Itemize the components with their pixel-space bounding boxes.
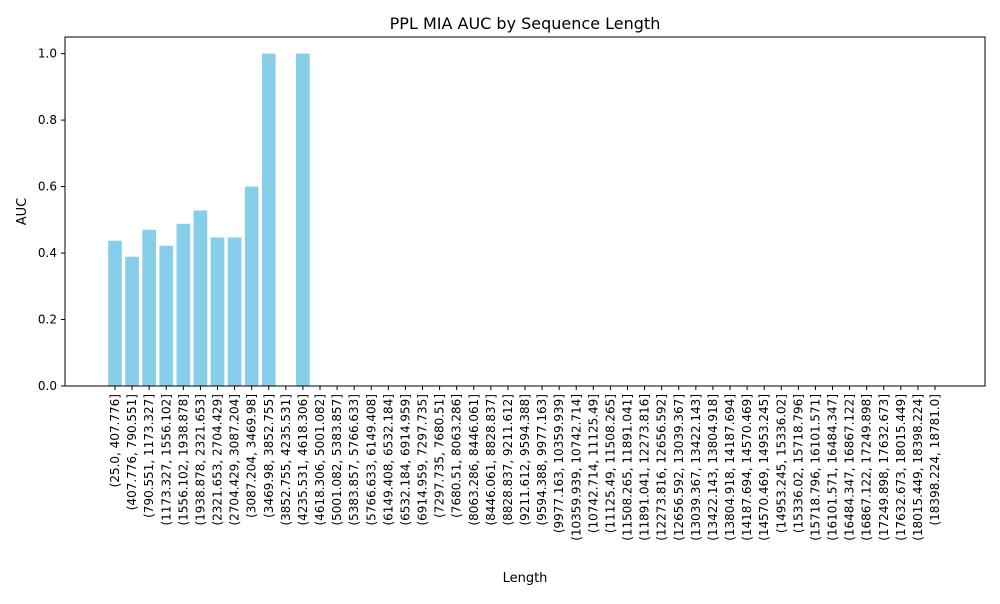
x-tick-label: (15336.02, 15718.796] — [791, 394, 805, 533]
x-tick-label: (1938.878, 2321.653] — [193, 394, 207, 526]
x-tick-label: (18015.449, 18398.224] — [911, 394, 925, 541]
x-tick-label: (16101.571, 16484.347] — [826, 394, 840, 541]
y-tick-label: 0.2 — [38, 313, 57, 327]
x-tick-label: (10359.939, 10742.714] — [569, 394, 583, 541]
x-tick-label: (5001.082, 5383.857] — [330, 394, 344, 526]
x-tick-label: (8446.061, 8828.837] — [484, 394, 498, 526]
x-tick-label: (4235.531, 4618.306] — [296, 394, 310, 526]
x-tick-label: (13804.918, 14187.694] — [723, 394, 737, 541]
x-tick-label: (3469.98, 3852.755] — [262, 394, 276, 518]
y-tick-label: 0.8 — [38, 113, 57, 127]
y-tick-label: 0.4 — [38, 246, 57, 260]
x-tick-label: (11508.265, 11891.041] — [621, 394, 635, 541]
x-tick-label: (1173.327, 1556.102] — [159, 394, 173, 526]
x-tick-label: (11125.49, 11508.265] — [603, 394, 617, 533]
x-tick-label: (17632.673, 18015.449] — [894, 394, 908, 541]
x-tick-label: (11891.041, 12273.816] — [638, 394, 652, 541]
x-tick-label: (1556.102, 1938.878] — [176, 394, 190, 526]
bar-4 — [176, 223, 191, 386]
bar-1 — [125, 256, 139, 386]
x-tick-label: (8063.286, 8446.061] — [467, 394, 481, 526]
x-tick-label: (3087.204, 3469.98] — [245, 394, 259, 518]
x-tick-label: (10742.714, 11125.49] — [586, 394, 600, 533]
bar-5 — [193, 210, 208, 386]
x-tick-label: (8828.837, 9211.612] — [501, 394, 515, 526]
bar-7 — [227, 237, 242, 386]
x-tick-label: (7680.51, 8063.286] — [450, 394, 464, 518]
x-tick-label: (6149.408, 6532.184] — [381, 394, 395, 526]
x-tick-label: (18398.224, 18781.0] — [928, 394, 942, 526]
x-tick-label: (15718.796, 16101.571] — [808, 394, 822, 541]
x-tick-label: (6914.959, 7297.735] — [416, 394, 430, 526]
x-tick-label: (2321.653, 2704.429] — [211, 394, 225, 526]
x-axis-label: Length — [503, 571, 548, 586]
bar-2 — [142, 229, 156, 386]
x-tick-label: (9211.612, 9594.388] — [518, 394, 532, 526]
bar-9 — [261, 53, 276, 386]
x-axis-ticks: (25.0, 407.776] (407.776, 790.551] (790.55… — [108, 386, 942, 541]
x-tick-label: (14187.694, 14570.469] — [740, 394, 754, 541]
x-tick-label: (16867.122, 17249.898] — [860, 394, 874, 541]
x-tick-label: (12273.816, 12656.592] — [655, 394, 669, 541]
bar-3 — [159, 245, 174, 386]
x-tick-label: (9594.388, 9977.163] — [535, 394, 549, 526]
x-tick-label: (2704.429, 3087.204] — [228, 394, 242, 526]
y-axis-label: AUC — [15, 198, 30, 226]
y-tick-label: 1.0 — [38, 47, 57, 61]
x-tick-label: (14570.469, 14953.245] — [757, 394, 771, 541]
x-tick-label: (17249.898, 17632.673] — [877, 394, 891, 541]
x-tick-label: (5383.857, 5766.633] — [347, 394, 361, 526]
x-tick-label: (16484.347, 16867.122] — [843, 394, 857, 541]
bars-group — [108, 53, 310, 386]
x-tick-label: (9977.163, 10359.939] — [552, 394, 566, 533]
x-tick-label: (3852.755, 4235.531] — [279, 394, 293, 526]
bar-6 — [210, 237, 225, 386]
plot-area-frame — [64, 36, 986, 387]
x-tick-label: (5766.633, 6149.408] — [364, 394, 378, 526]
x-tick-label: (7297.735, 7680.51] — [433, 394, 447, 518]
chart-title: PPL MIA AUC by Sequence Length — [390, 14, 661, 33]
bar-8 — [244, 186, 259, 386]
x-tick-label: (13422.143, 13804.918] — [706, 394, 720, 541]
bar-11 — [296, 53, 310, 386]
x-tick-label: (790.551, 1173.327] — [142, 394, 156, 518]
x-tick-label: (13039.367, 13422.143] — [689, 394, 703, 541]
x-tick-label: (4618.306, 5001.082] — [313, 394, 327, 526]
x-tick-label: (25.0, 407.776] — [108, 394, 122, 487]
y-tick-label: 0.6 — [38, 180, 57, 194]
y-axis-ticks: 0.0 0.2 0.4 0.6 0.8 1.0 — [38, 47, 65, 393]
y-tick-label: 0.0 — [38, 379, 57, 393]
bar-0 — [108, 240, 122, 386]
x-tick-label: (14953.245, 15336.02] — [774, 394, 788, 533]
x-tick-label: (12656.592, 13039.367] — [672, 394, 686, 541]
x-tick-label: (6532.184, 6914.959] — [398, 394, 412, 526]
x-tick-label: (407.776, 790.551] — [125, 394, 139, 510]
